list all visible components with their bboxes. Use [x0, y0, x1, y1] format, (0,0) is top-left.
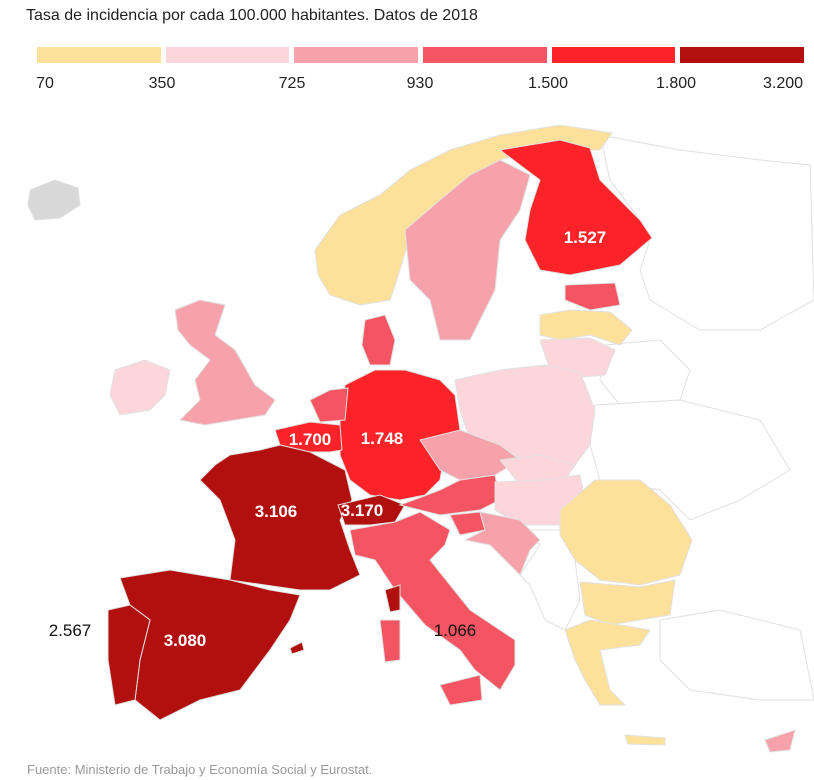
label-belgium: 1.700 — [289, 430, 332, 449]
country-finland — [498, 139, 653, 276]
country-sicily — [439, 674, 483, 706]
legend-bin-3 — [294, 47, 419, 63]
legend-bin-1 — [37, 47, 161, 63]
color-legend — [37, 47, 805, 63]
country-croatia — [463, 511, 541, 576]
country-slovenia — [449, 511, 486, 536]
legend-tick: 725 — [278, 75, 306, 92]
country-france — [199, 444, 361, 591]
country-bulgaria — [579, 579, 676, 626]
country-romania — [559, 479, 693, 586]
country-crete — [624, 734, 666, 746]
legend-ticks: 70 350 725 930 1.500 1.800 3.200 — [0, 75, 814, 95]
legend-bin-2 — [165, 47, 290, 63]
country-turkey — [659, 609, 814, 701]
country-ireland — [109, 359, 171, 416]
source-note: Fuente: Ministerio de Trabajo y Economía… — [27, 762, 373, 777]
legend-tick: 350 — [148, 75, 176, 92]
label-switzerland: 3.170 — [341, 501, 384, 520]
legend-tick: 70 — [36, 75, 54, 92]
country-ukraine — [589, 399, 791, 521]
country-balearic — [289, 641, 305, 655]
country-denmark — [361, 314, 396, 366]
legend-tick: 930 — [406, 75, 434, 92]
label-portugal: 2.567 — [49, 621, 92, 640]
country-sweden — [404, 159, 531, 341]
country-cyprus — [764, 729, 796, 753]
label-germany: 1.748 — [361, 429, 404, 448]
label-spain: 3.080 — [164, 631, 207, 650]
country-uk — [174, 299, 276, 426]
legend-bin-5 — [551, 47, 676, 63]
legend-tick: 1.800 — [655, 75, 697, 92]
country-corsica — [384, 584, 401, 613]
legend-bin-4 — [423, 47, 547, 63]
legend-bin-6 — [680, 47, 805, 63]
country-germany — [339, 369, 461, 501]
legend-tick: 1.500 — [527, 75, 569, 92]
country-greece — [564, 619, 651, 706]
map-title: Tasa de incidencia por cada 100.000 habi… — [26, 7, 478, 24]
country-spain — [119, 569, 301, 721]
country-netherlands — [309, 387, 349, 423]
country-iceland — [27, 179, 81, 221]
country-italy — [349, 511, 516, 691]
country-latvia — [539, 309, 633, 346]
country-sardinia — [379, 619, 401, 663]
label-italy: 1.066 — [434, 621, 477, 640]
label-finland: 1.527 — [564, 228, 607, 247]
country-portugal — [107, 604, 151, 706]
label-france: 3.106 — [255, 502, 298, 521]
country-estonia — [564, 282, 621, 311]
legend-tick: 3.200 — [762, 75, 804, 92]
